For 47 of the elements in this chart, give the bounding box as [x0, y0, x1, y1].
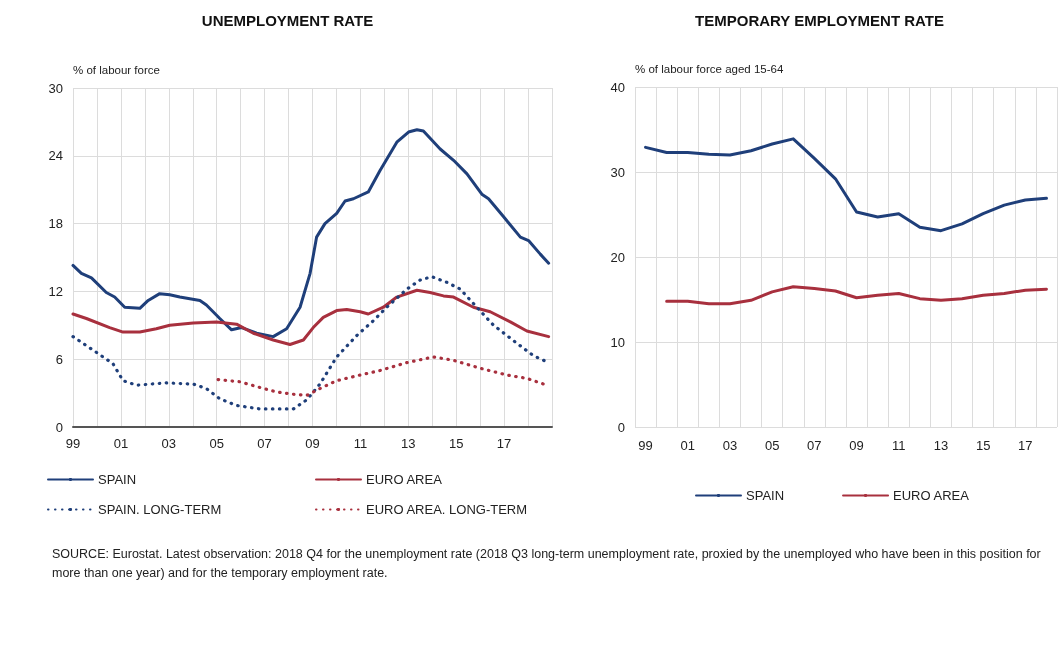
x-tick-label: 15 — [975, 438, 991, 453]
y-axis-title: % of labour force aged 15-64 — [635, 63, 784, 75]
x-tick-label: 99 — [65, 436, 81, 451]
x-tick-label: 13 — [401, 436, 416, 451]
x-tick-label: 05 — [209, 436, 224, 451]
x-tick-label: 11 — [892, 438, 906, 453]
legend-label: EURO AREA. LONG-TERM — [366, 502, 528, 517]
y-tick-label: 20 — [610, 249, 625, 265]
x-tick-label: 17 — [496, 436, 512, 451]
line-series — [665, 285, 1048, 306]
line-series — [644, 137, 1048, 233]
x-tick-label: 17 — [1018, 438, 1033, 453]
y-tick-label: 24 — [48, 148, 63, 164]
legend-label: EURO AREA — [893, 488, 970, 503]
x-tick-label: 15 — [448, 436, 464, 451]
x-tick-label: 07 — [257, 436, 272, 451]
x-tick-label: 99 — [638, 438, 653, 453]
x-tick-label: 13 — [933, 438, 949, 453]
x-tick-label: 09 — [849, 438, 864, 453]
y-tick-label: 12 — [48, 283, 63, 299]
y-tick-label: 30 — [610, 164, 625, 180]
x-tick-label: 03 — [722, 438, 738, 453]
x-tick-label: 01 — [113, 436, 129, 451]
y-tick-label: 0 — [617, 419, 625, 435]
x-tick-label: 07 — [807, 438, 822, 453]
line-series — [71, 288, 551, 347]
y-tick-label: 10 — [610, 334, 625, 350]
legend-label: EURO AREA — [366, 472, 443, 487]
y-axis-title: % of labour force — [73, 64, 160, 76]
x-tick-label: 05 — [764, 438, 780, 453]
y-tick-label: 30 — [48, 80, 63, 96]
x-tick-label: 01 — [680, 438, 695, 453]
x-tick-label: 09 — [305, 436, 320, 451]
y-tick-label: 0 — [55, 419, 63, 435]
legend-label: SPAIN. LONG-TERM — [98, 502, 222, 517]
y-tick-label: 40 — [610, 79, 625, 95]
y-tick-label: 6 — [55, 351, 63, 367]
line-series — [71, 128, 551, 339]
legend-label: SPAIN — [746, 488, 785, 503]
y-tick-label: 18 — [48, 216, 63, 232]
source-note: SOURCE: Eurostat. Latest observation: 2018 Q4 for the unemployment rate (2018 Q3 long-term unemployment rate, proxied by the unemployed who have been in this position for more than one year) and for the temporary employment rate. — [52, 546, 1042, 582]
x-tick-label: 03 — [161, 436, 177, 451]
line-series — [216, 355, 546, 397]
chart-title: TEMPORARY EMPLOYMENT RATE — [695, 12, 944, 29]
legend-label: SPAIN — [98, 472, 137, 487]
chart-title: UNEMPLOYMENT RATE — [201, 12, 374, 29]
x-tick-label: 11 — [353, 436, 368, 451]
